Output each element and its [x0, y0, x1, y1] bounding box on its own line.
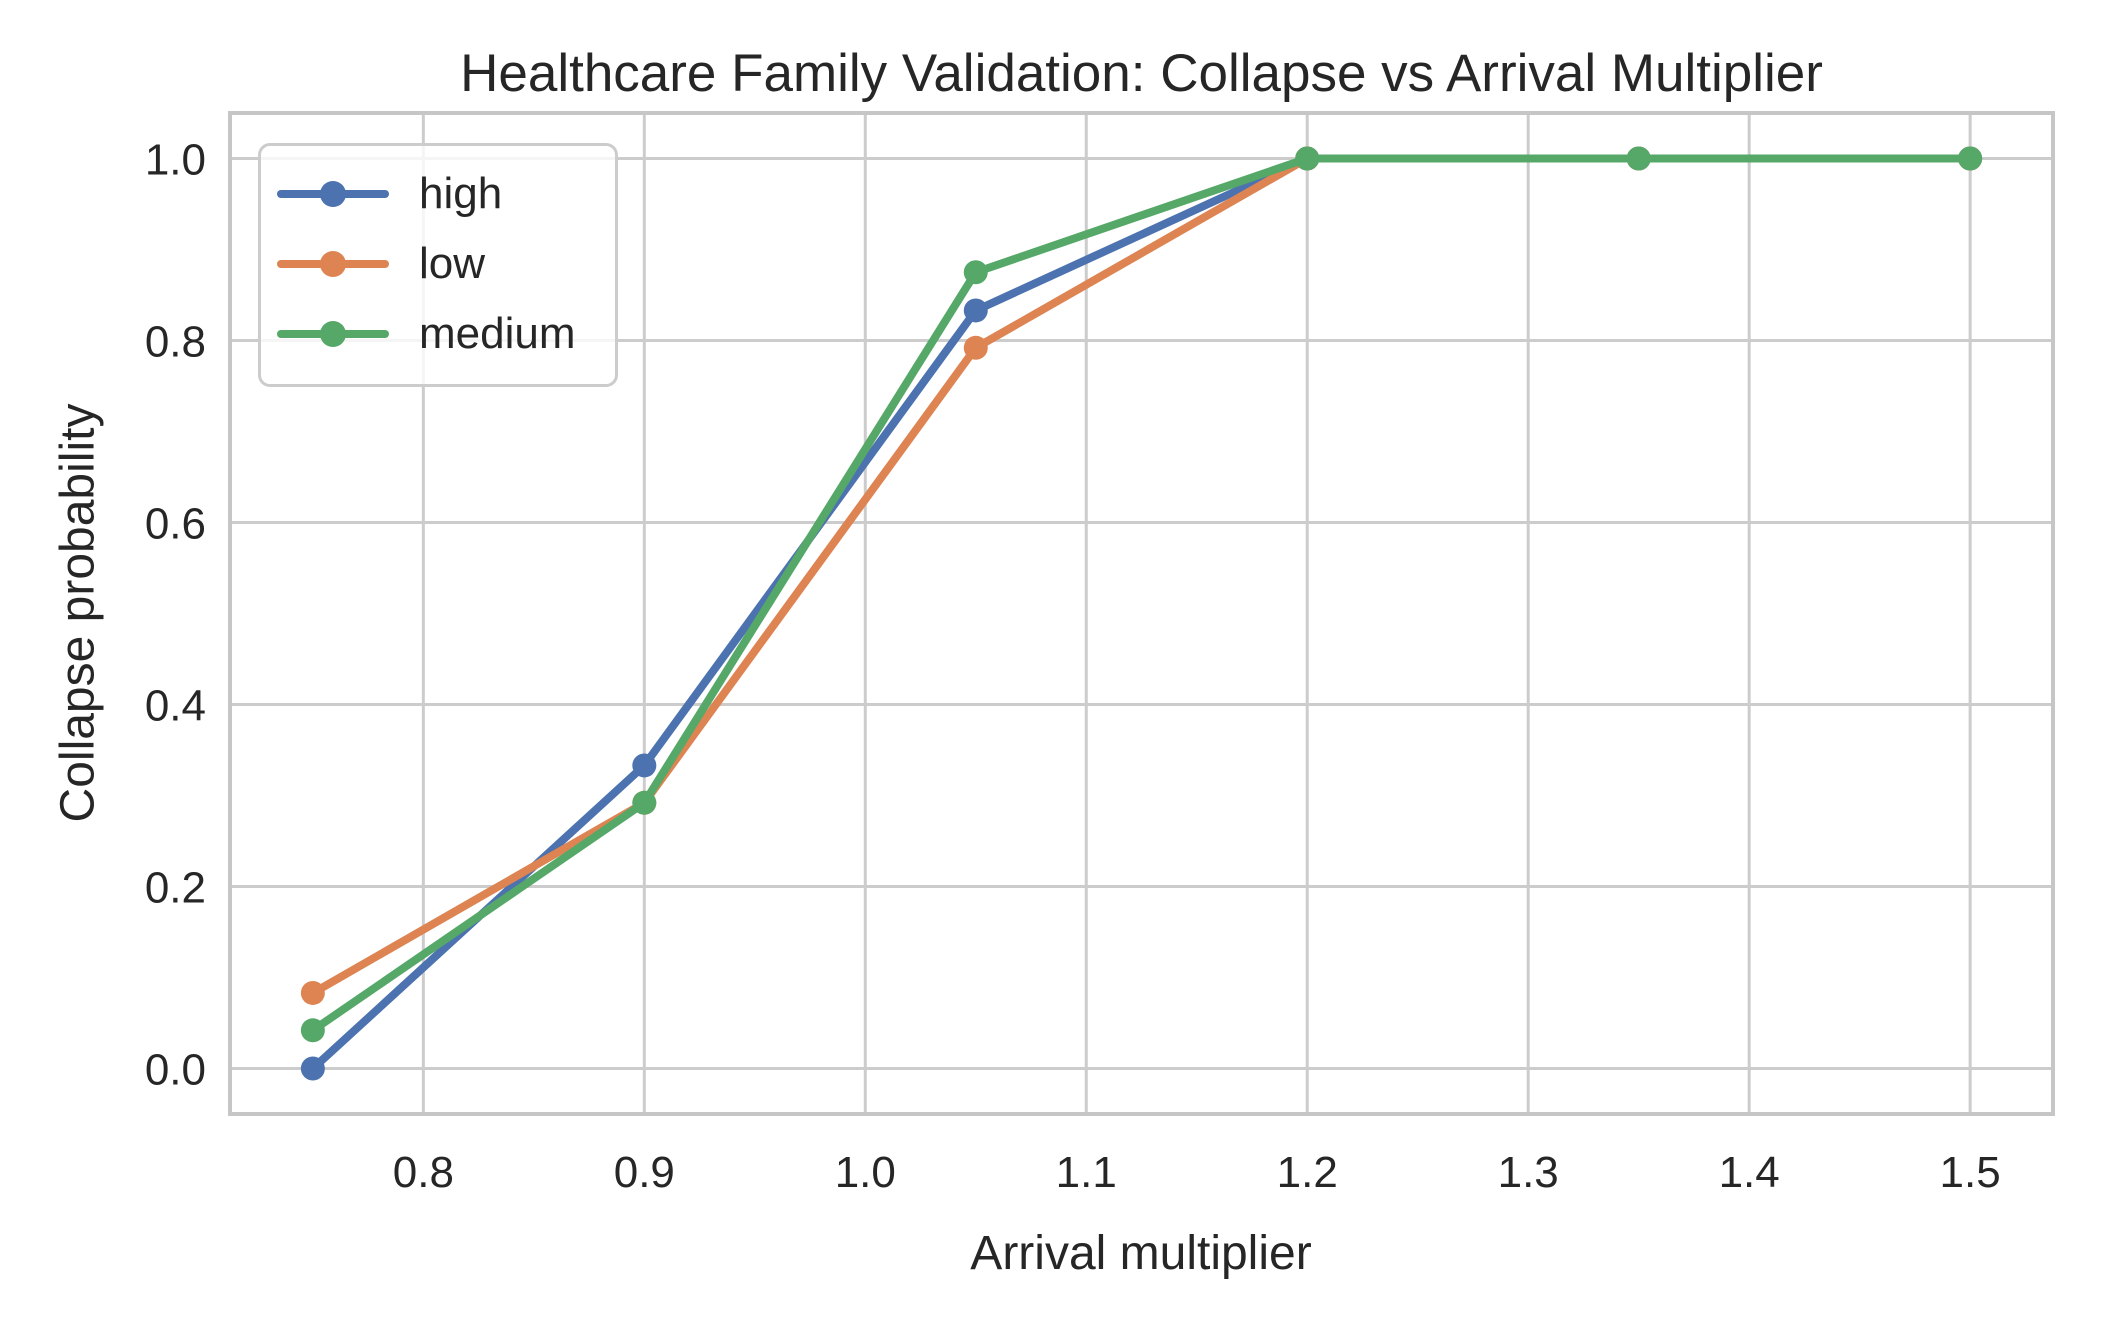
x-tick-label: 0.9: [614, 1148, 675, 1197]
legend-item-high: high: [277, 166, 587, 222]
y-tick-label: 1.0: [145, 136, 206, 185]
data-point-medium: [1626, 146, 1651, 171]
data-point-medium: [1958, 146, 1983, 171]
data-point-low: [963, 335, 988, 360]
y-tick-label: 0.0: [145, 1046, 206, 1095]
gridlines: [230, 113, 2053, 1114]
legend-item-medium: medium: [277, 306, 587, 362]
y-tick-label: 0.2: [145, 864, 206, 913]
x-tick-label: 1.5: [1940, 1148, 2001, 1197]
legend-label-high: high: [419, 169, 503, 218]
data-point-medium: [963, 260, 988, 285]
data-point-medium: [632, 790, 657, 815]
data-point-high: [300, 1056, 325, 1081]
legend: high low medium: [258, 143, 618, 387]
data-point-medium: [300, 1018, 325, 1043]
y-tick-label: 0.6: [145, 500, 206, 549]
y-axis-label: Collapse probability: [51, 403, 105, 823]
data-point-high: [963, 298, 988, 323]
y-tick-label: 0.4: [145, 682, 206, 731]
y-tick-label: 0.8: [145, 318, 206, 367]
x-tick-label: 1.2: [1277, 1148, 1338, 1197]
series-medium: [300, 146, 1983, 1043]
legend-line-marker-icon: [277, 251, 389, 277]
x-axis-label: Arrival multiplier: [970, 1227, 1312, 1280]
legend-label-medium: medium: [419, 309, 576, 358]
x-tick-label: 1.1: [1056, 1148, 1117, 1197]
series-line-medium: [308, 154, 1975, 1035]
x-tick-label: 1.0: [835, 1148, 896, 1197]
data-point-medium: [1295, 146, 1320, 171]
x-tick-label: 1.4: [1719, 1148, 1780, 1197]
x-tick-label: 0.8: [393, 1148, 454, 1197]
tick-labels: 0.8 0.9 1.0 1.1 1.2 1.3 1.4 1.5 0.0 0.2 0.4 0.6 0.8 1…: [145, 136, 2001, 1198]
legend-item-low: low: [277, 236, 587, 292]
legend-line-marker-icon: [277, 321, 389, 347]
data-point-high: [632, 753, 657, 778]
plot-border: [228, 111, 2055, 1116]
data-point-low: [300, 980, 325, 1005]
chart-title: Healthcare Family Validation: Collapse v…: [460, 44, 1823, 103]
legend-line-marker-icon: [277, 181, 389, 207]
legend-label-low: low: [419, 239, 486, 288]
x-tick-label: 1.3: [1498, 1148, 1559, 1197]
